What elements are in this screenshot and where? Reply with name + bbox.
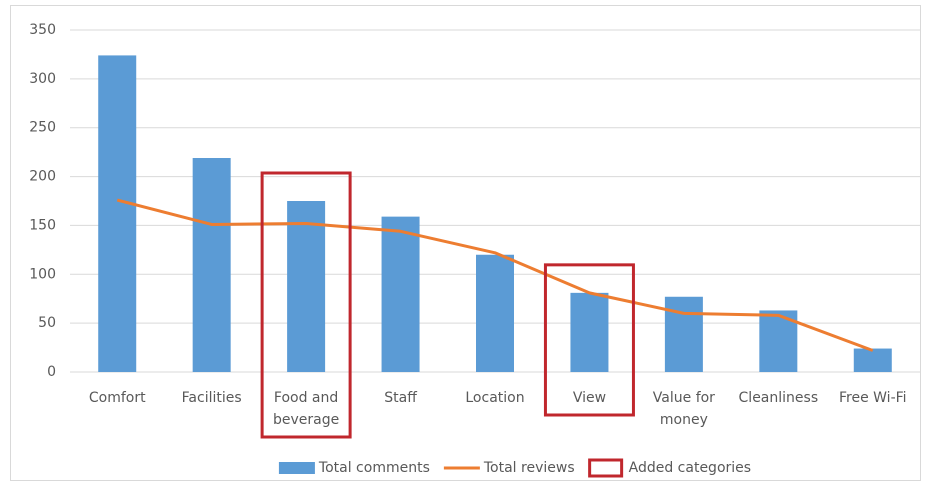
x-tick-label: Comfort bbox=[88, 390, 146, 406]
legend-swatch bbox=[278, 462, 315, 474]
chart-border bbox=[10, 5, 921, 481]
x-tick-label: Facilities bbox=[181, 390, 242, 406]
legend-label: Total comments bbox=[318, 460, 430, 476]
y-tick-label: 350 bbox=[29, 22, 56, 38]
bar bbox=[853, 348, 892, 372]
x-tick-label: Food and beverage bbox=[272, 390, 340, 428]
legend-label: Added categories bbox=[629, 460, 751, 476]
line bbox=[116, 198, 874, 352]
y-tick-label: 0 bbox=[47, 364, 56, 380]
y-tick-label: 150 bbox=[29, 217, 56, 233]
legend-label: Total reviews bbox=[483, 460, 575, 476]
highlight-box bbox=[543, 263, 635, 417]
bar bbox=[664, 296, 703, 372]
y-tick-label: 100 bbox=[29, 266, 56, 282]
bar bbox=[570, 292, 609, 372]
x-tick-label: Staff bbox=[384, 390, 417, 406]
x-tick-label: Free Wi-Fi bbox=[838, 390, 907, 406]
legend-swatch bbox=[588, 458, 624, 478]
y-tick-label: 200 bbox=[29, 169, 56, 185]
x-tick-label: Location bbox=[465, 390, 525, 406]
x-tick-label: Cleanliness bbox=[738, 390, 819, 406]
bar bbox=[98, 55, 137, 373]
x-tick-label: Value for money bbox=[652, 390, 715, 428]
bar bbox=[287, 201, 326, 372]
bar bbox=[192, 158, 231, 372]
y-tick-label: 50 bbox=[38, 315, 56, 331]
y-tick-label: 250 bbox=[29, 120, 56, 136]
highlight-box bbox=[260, 171, 352, 439]
y-tick-label: 300 bbox=[29, 71, 56, 87]
bar bbox=[381, 216, 420, 372]
bar bbox=[476, 254, 514, 372]
x-tick-label: View bbox=[572, 390, 607, 406]
